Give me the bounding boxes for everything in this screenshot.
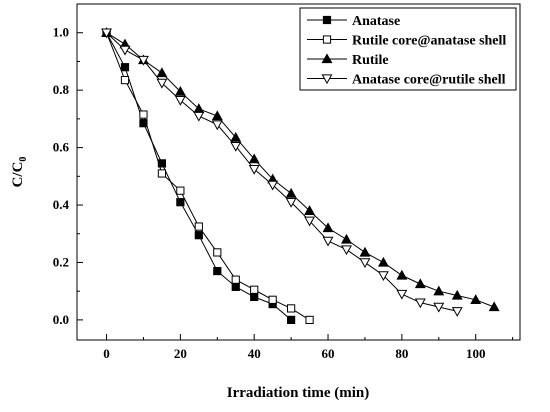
series-rutile-core-anatase-shell	[102, 28, 314, 324]
data-point	[120, 63, 130, 72]
y-axis-ticks: 0.0 0.2 0.4 0.6 0.8 1.0	[53, 25, 83, 327]
data-point	[304, 216, 316, 227]
data-point	[211, 110, 223, 121]
data-point	[101, 28, 112, 39]
data-point	[176, 198, 185, 207]
legend-box	[299, 7, 517, 91]
legend-entry: Rutile	[307, 53, 389, 68]
x-axis-ticks: 0 20 40 60 80 100	[103, 334, 514, 361]
data-point	[341, 233, 352, 244]
data-point	[451, 307, 463, 317]
data-point	[285, 187, 297, 198]
data-point	[287, 315, 296, 324]
data-point	[396, 269, 408, 280]
data-point	[174, 85, 186, 96]
data-point	[231, 275, 240, 284]
data-point	[119, 45, 131, 56]
y-tick-label: 0.0	[53, 312, 69, 327]
data-point	[193, 111, 205, 122]
series-anatase-core-rutile-shell	[101, 28, 463, 317]
data-point	[267, 180, 279, 191]
data-point	[396, 289, 408, 300]
data-point	[231, 282, 240, 291]
series-line	[106, 32, 292, 321]
data-point	[377, 256, 389, 267]
legend-label: Anatase	[352, 14, 400, 29]
x-tick-label: 60	[322, 346, 335, 361]
data-point	[322, 236, 334, 247]
x-tick-label: 40	[248, 346, 261, 361]
data-point	[211, 120, 223, 131]
data-point	[341, 245, 352, 256]
data-point	[139, 110, 148, 119]
data-point	[488, 301, 500, 312]
data-point	[359, 258, 371, 269]
legend: Anatase Rutile core@anatase shell Rutile An…	[299, 7, 517, 91]
data-point	[433, 285, 445, 296]
y-axis-title-subscript: 0	[18, 157, 29, 162]
legend-marker	[322, 35, 332, 44]
data-point	[230, 131, 242, 142]
y-tick-label: 0.2	[53, 254, 69, 269]
data-point	[156, 67, 168, 78]
data-point	[359, 246, 371, 257]
y-tick-label: 1.0	[53, 25, 69, 40]
legend-marker	[321, 53, 333, 64]
legend-entry: Anatase core@rutile shell	[307, 73, 506, 88]
legend-label: Rutile	[352, 53, 389, 68]
data-point	[138, 55, 149, 66]
data-point	[120, 76, 130, 85]
data-point	[157, 169, 167, 178]
legend-marker	[321, 74, 333, 85]
data-point	[176, 186, 185, 195]
series-line	[106, 32, 310, 321]
data-point	[451, 289, 463, 300]
data-point	[248, 153, 260, 164]
data-point	[250, 292, 259, 302]
data-point	[414, 298, 426, 309]
data-point	[304, 205, 316, 215]
x-tick-label: 80	[395, 346, 408, 361]
data-point	[250, 285, 259, 294]
legend-label: Rutile core@anatase shell	[352, 34, 506, 49]
data-point	[213, 266, 222, 276]
legend-marker	[322, 15, 332, 25]
legend-entry: Anatase	[307, 14, 400, 29]
data-point	[194, 222, 203, 231]
data-point	[377, 271, 389, 282]
y-tick-label: 0.4	[53, 197, 70, 212]
data-point	[322, 222, 334, 233]
series-line	[106, 32, 495, 308]
data-point	[230, 141, 242, 152]
x-tick-label: 0	[103, 346, 110, 361]
y-tick-label: 0.8	[53, 82, 70, 97]
y-axis-title-main: C/C	[10, 162, 26, 188]
y-tick-label: 0.6	[53, 140, 70, 155]
x-axis-title: Irradiation time (min)	[227, 385, 369, 401]
data-point	[213, 248, 222, 257]
data-point	[414, 278, 426, 289]
data-point	[139, 119, 148, 128]
data-point	[268, 295, 277, 304]
data-point	[433, 302, 445, 313]
data-point	[174, 96, 186, 106]
legend-entry: Rutile core@anatase shell	[307, 34, 506, 49]
data-point	[285, 197, 297, 208]
data-point	[287, 304, 296, 313]
series-anatase	[102, 28, 296, 324]
data-point	[156, 78, 168, 89]
data-point	[248, 164, 260, 175]
plot-frame	[76, 3, 521, 341]
data-point	[305, 315, 314, 324]
series-group	[101, 27, 500, 324]
x-tick-label: 100	[466, 346, 486, 361]
y-axis-title: C/C0	[10, 157, 29, 188]
data-point	[470, 294, 482, 304]
data-point	[194, 231, 203, 240]
x-tick-label: 20	[174, 346, 187, 361]
legend-label: Anatase core@rutile shell	[352, 73, 506, 88]
